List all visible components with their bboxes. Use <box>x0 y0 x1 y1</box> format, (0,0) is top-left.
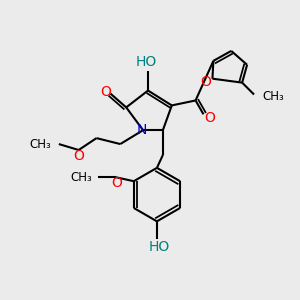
Text: CH₃: CH₃ <box>70 171 92 184</box>
Text: CH₃: CH₃ <box>29 138 51 151</box>
Text: O: O <box>204 111 215 125</box>
Text: HO: HO <box>135 55 157 69</box>
Text: O: O <box>112 176 122 190</box>
Text: HO: HO <box>148 240 169 254</box>
Text: N: N <box>137 123 147 137</box>
Text: O: O <box>73 149 84 163</box>
Text: O: O <box>100 85 111 98</box>
Text: CH₃: CH₃ <box>262 90 284 103</box>
Text: O: O <box>200 75 211 88</box>
